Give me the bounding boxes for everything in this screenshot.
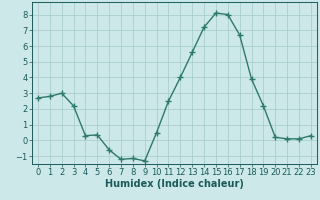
X-axis label: Humidex (Indice chaleur): Humidex (Indice chaleur) — [105, 179, 244, 189]
